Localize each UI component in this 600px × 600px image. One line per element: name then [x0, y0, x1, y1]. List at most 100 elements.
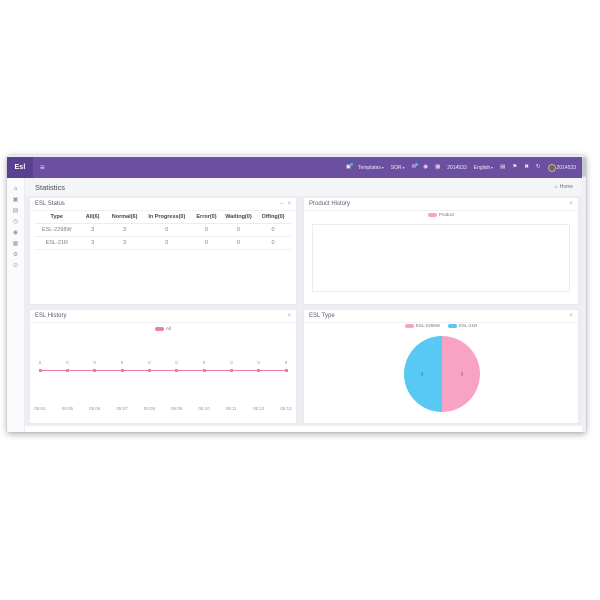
sidebar: ⌂ ▣ ▤ ◷ ◉ ▦ ⚙ ⊙ [7, 178, 25, 432]
sidebar-item-reports[interactable]: ▦ [7, 238, 24, 249]
close-icon[interactable]: × [569, 201, 573, 207]
cart-badge [349, 162, 353, 166]
vertical-scrollbar[interactable] [582, 157, 586, 432]
minimize-icon[interactable]: – [280, 201, 284, 207]
sidebar-item-network[interactable]: ◉ [7, 227, 24, 238]
panel-title: ESL History [35, 313, 67, 319]
legend-swatch [154, 326, 164, 331]
fullscreen-button[interactable]: ✖ [524, 163, 529, 171]
window-top-edge [7, 155, 586, 157]
panel-product-history: Product History × Product [303, 197, 579, 305]
table-cell: 0 [142, 223, 192, 237]
panel-esl-history: ESL History × All 0 05:04 0 05:05 0 05:06 0 05:… [29, 309, 297, 424]
data-point[interactable] [147, 369, 151, 372]
close-icon[interactable]: × [569, 313, 573, 319]
x-axis-tick: 05:10 [198, 406, 210, 411]
data-point[interactable] [257, 369, 261, 372]
panel-esl-type-header: ESL Type × [304, 310, 578, 323]
legend-entry-esl-21r[interactable]: ESL-21R [448, 323, 477, 328]
messages-button[interactable]: ✉ [411, 162, 419, 171]
table-cell: 0 [255, 236, 291, 250]
legend-swatch [404, 323, 414, 328]
panel-esl-history-header: ESL History × [30, 310, 296, 323]
data-point[interactable] [65, 369, 69, 372]
data-point[interactable] [284, 369, 288, 372]
language-label: English [473, 164, 491, 171]
print-button[interactable]: ▤ [500, 164, 505, 171]
table-column-header: All(6) [78, 211, 107, 224]
chevron-down-icon: ▾ [491, 165, 494, 170]
menu-toggle-icon[interactable]: ≡ [40, 162, 45, 172]
table-column-header: Offing(0) [255, 211, 291, 224]
esl-type-pie-chart[interactable] [404, 336, 480, 412]
close-icon[interactable]: × [287, 201, 291, 207]
close-icon[interactable]: × [287, 313, 291, 319]
topbar: Esl ≡ ▣ Templates ▾ SOR ▾ ✉ [7, 157, 586, 178]
table-column-header: Waiting(0) [221, 211, 256, 224]
mail-icon: ✉ [411, 163, 417, 170]
page-header: Statistics ⌂ Home [25, 178, 582, 196]
data-point[interactable] [93, 369, 97, 372]
x-axis-tick: 05:12 [253, 406, 265, 411]
legend-swatch [427, 212, 437, 217]
flag-button[interactable]: ⚑ [512, 164, 517, 171]
reports-button[interactable]: ▦ [435, 163, 441, 171]
table-row: ESL-2298W 3 3 0 0 0 0 [35, 223, 291, 237]
user-menu[interactable]: 2014533 [547, 163, 576, 172]
x-axis-tick: 05:11 [225, 406, 237, 411]
data-point[interactable] [229, 369, 233, 372]
chevron-down-icon: ▾ [381, 165, 384, 170]
history-icon: ◷ [12, 218, 19, 225]
x-axis-tick: 05:07 [116, 406, 128, 411]
language-dropdown[interactable]: English ▾ [474, 165, 493, 171]
app-window: Esl ≡ ▣ Templates ▾ SOR ▾ ✉ [7, 155, 586, 432]
x-axis-tick: 05:13 [280, 406, 292, 411]
help-button[interactable]: ◉ [423, 164, 428, 171]
panel-title: ESL Status [35, 201, 65, 207]
cart-button[interactable]: ▣ [346, 162, 353, 171]
refresh-button[interactable]: ↻ [535, 163, 541, 171]
store-dropdown[interactable]: SOR ▾ [391, 165, 405, 171]
bar-chart-icon: ▦ [435, 163, 441, 170]
data-point-value: 0 [120, 360, 124, 365]
fullscreen-icon: ✖ [524, 163, 529, 170]
table-cell: 0 [191, 223, 222, 237]
breadcrumb[interactable]: ⌂ Home [555, 184, 582, 190]
scrollbar-thumb[interactable] [582, 157, 586, 177]
esl-status-table: Type All(6) Normal(6) In Progress(0) Error(0… [35, 211, 291, 250]
sidebar-item-esl[interactable]: ▤ [7, 205, 24, 216]
templates-dropdown[interactable]: Templates ▾ [358, 165, 384, 171]
topbar-right: ▣ Templates ▾ SOR ▾ ✉ ◉ [346, 162, 586, 172]
brand-logo[interactable]: Esl [7, 157, 33, 178]
table-cell: 3 [106, 223, 143, 237]
data-point[interactable] [202, 369, 206, 372]
legend-entry-esl-2298w[interactable]: ESL-2298W [404, 323, 440, 328]
data-point[interactable] [120, 369, 124, 372]
x-axis-tick: 05:04 [34, 406, 46, 411]
x-axis-tick: 05:08 [143, 406, 155, 411]
avatar [547, 163, 556, 172]
sidebar-item-history[interactable]: ◷ [7, 216, 24, 227]
content-area: ESL Status – × Type All(6) Normal(6) In Pro… [25, 196, 582, 426]
refresh-icon: ↻ [535, 163, 541, 170]
legend-label: ESL-2298W [415, 323, 440, 328]
legend-entry-product[interactable]: Product [427, 212, 455, 217]
store-label: SOR [390, 164, 402, 171]
sidebar-item-products[interactable]: ▣ [7, 194, 24, 205]
trend-line [40, 370, 286, 371]
data-point[interactable] [38, 369, 42, 372]
legend-label: Product [438, 212, 455, 217]
table-row: ESL-21R 3 3 0 0 0 0 [35, 236, 291, 250]
home-icon: ⌂ [554, 184, 558, 190]
reports-icon: ▦ [12, 240, 19, 247]
breadcrumb-home-label: Home [559, 184, 573, 190]
data-point[interactable] [175, 369, 179, 372]
sidebar-item-home[interactable]: ⌂ [7, 183, 24, 194]
network-icon: ◉ [12, 229, 19, 236]
sidebar-item-system[interactable]: ⊙ [7, 260, 24, 271]
legend-entry-all[interactable]: All [154, 326, 171, 331]
data-point-value: 0 [93, 360, 96, 365]
table-column-header: Error(0) [191, 211, 222, 224]
sidebar-item-settings[interactable]: ⚙ [7, 249, 24, 260]
